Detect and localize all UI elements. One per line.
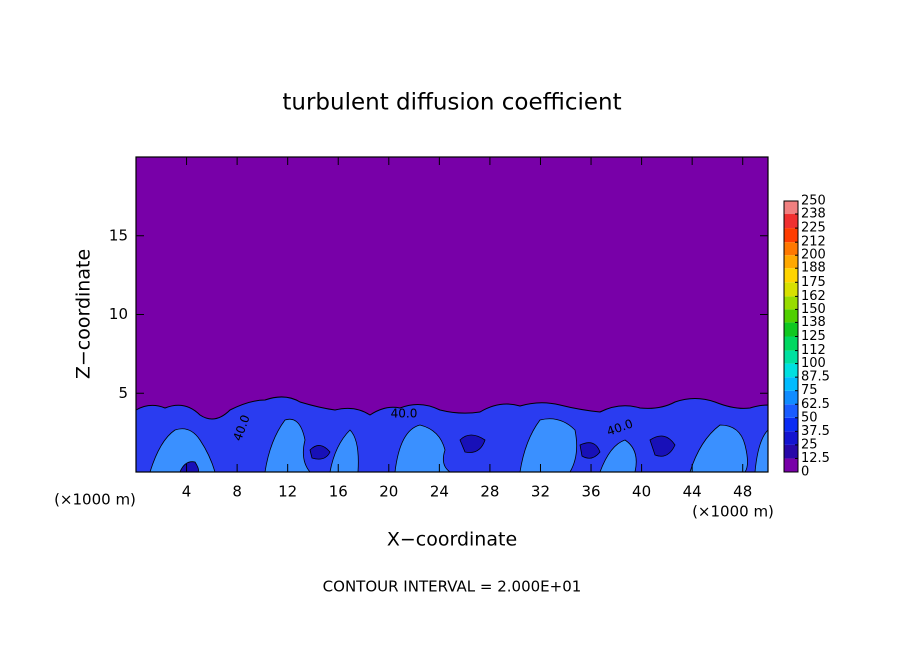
colorbar-label: 150 (801, 302, 826, 317)
field (135, 157, 769, 473)
colorbar-label: 112 (801, 343, 826, 358)
x-axis-title: X−coordinate (387, 529, 517, 551)
colorbar-label: 100 (801, 356, 826, 371)
colorbar-swatch (784, 377, 798, 391)
x-tick-label: 40 (632, 483, 651, 501)
x-tick-label: 48 (733, 483, 752, 501)
colorbar-label: 125 (801, 329, 826, 344)
y-axis-title: Z−coordinate (73, 249, 95, 379)
x-tick-label: 8 (232, 483, 242, 501)
colorbar-swatch (784, 322, 798, 337)
colorbar-swatch (784, 363, 798, 378)
low-patches (179, 434, 676, 473)
colorbar-swatch (784, 228, 798, 243)
colorbar-label: 62.5 (801, 397, 830, 412)
colorbar-label: 37.5 (801, 424, 830, 439)
y-tick-label: 15 (109, 226, 128, 244)
y-tick-label: 5 (118, 384, 128, 402)
colorbar-swatch (784, 336, 798, 351)
colorbar-label: 25 (801, 437, 818, 452)
colorbar-swatch (784, 214, 798, 229)
colorbar-label: 75 (801, 383, 818, 398)
colorbar-label: 138 (801, 315, 826, 330)
x-tick-label: 16 (329, 483, 348, 501)
x-unit-label-left: (×1000 m) (54, 491, 136, 509)
colorbar-swatch (784, 350, 798, 364)
colorbar-swatch (784, 444, 798, 459)
x-tick-label: 24 (430, 483, 449, 501)
colorbar-label: 50 (801, 410, 818, 425)
footer: CONTOUR INTERVAL = 2.000E+01 (323, 578, 582, 596)
x-tick-label: 32 (531, 483, 550, 501)
y-tick-label: 10 (109, 305, 128, 323)
colorbar-label: 12.5 (801, 451, 830, 466)
x-tick-label: 28 (480, 483, 499, 501)
colorbar-label: 87.5 (801, 370, 830, 385)
colorbar-label: 250 (801, 194, 826, 209)
colorbar-label: 238 (801, 207, 826, 222)
colorbar-label: 200 (801, 248, 826, 263)
colorbar-label: 188 (801, 261, 826, 276)
colorbar-swatch (784, 390, 798, 405)
x-tick-label: 12 (278, 483, 297, 501)
chart-title: turbulent diffusion coefficient (282, 90, 621, 116)
colorbar-label: 0 (801, 465, 809, 480)
colorbar-label: 162 (801, 289, 826, 304)
colorbar-label: 175 (801, 275, 826, 290)
colorbar-swatch (784, 404, 798, 418)
x-unit-label-right: (×1000 m) (692, 503, 774, 521)
colorbar-label: 212 (801, 235, 826, 250)
colorbar-swatch (784, 309, 798, 323)
colorbar-swatch (784, 431, 798, 445)
high-patches (149, 418, 769, 473)
colorbar-label: 225 (801, 221, 826, 236)
colorbar-swatch (784, 282, 798, 297)
colorbar-swatch (784, 242, 798, 256)
colorbar-swatch (784, 458, 798, 472)
colorbar-swatch (784, 255, 798, 269)
x-tick-label: 4 (182, 483, 192, 501)
contour-label: 40.0 (391, 407, 418, 421)
colorbar-swatch (784, 268, 798, 283)
x-tick-label: 20 (379, 483, 398, 501)
colorbar-swatch (784, 201, 798, 215)
colorbar-swatch (784, 417, 798, 432)
x-tick-label: 36 (581, 483, 600, 501)
colorbar-swatch (784, 296, 798, 310)
x-tick-label: 44 (683, 483, 702, 501)
